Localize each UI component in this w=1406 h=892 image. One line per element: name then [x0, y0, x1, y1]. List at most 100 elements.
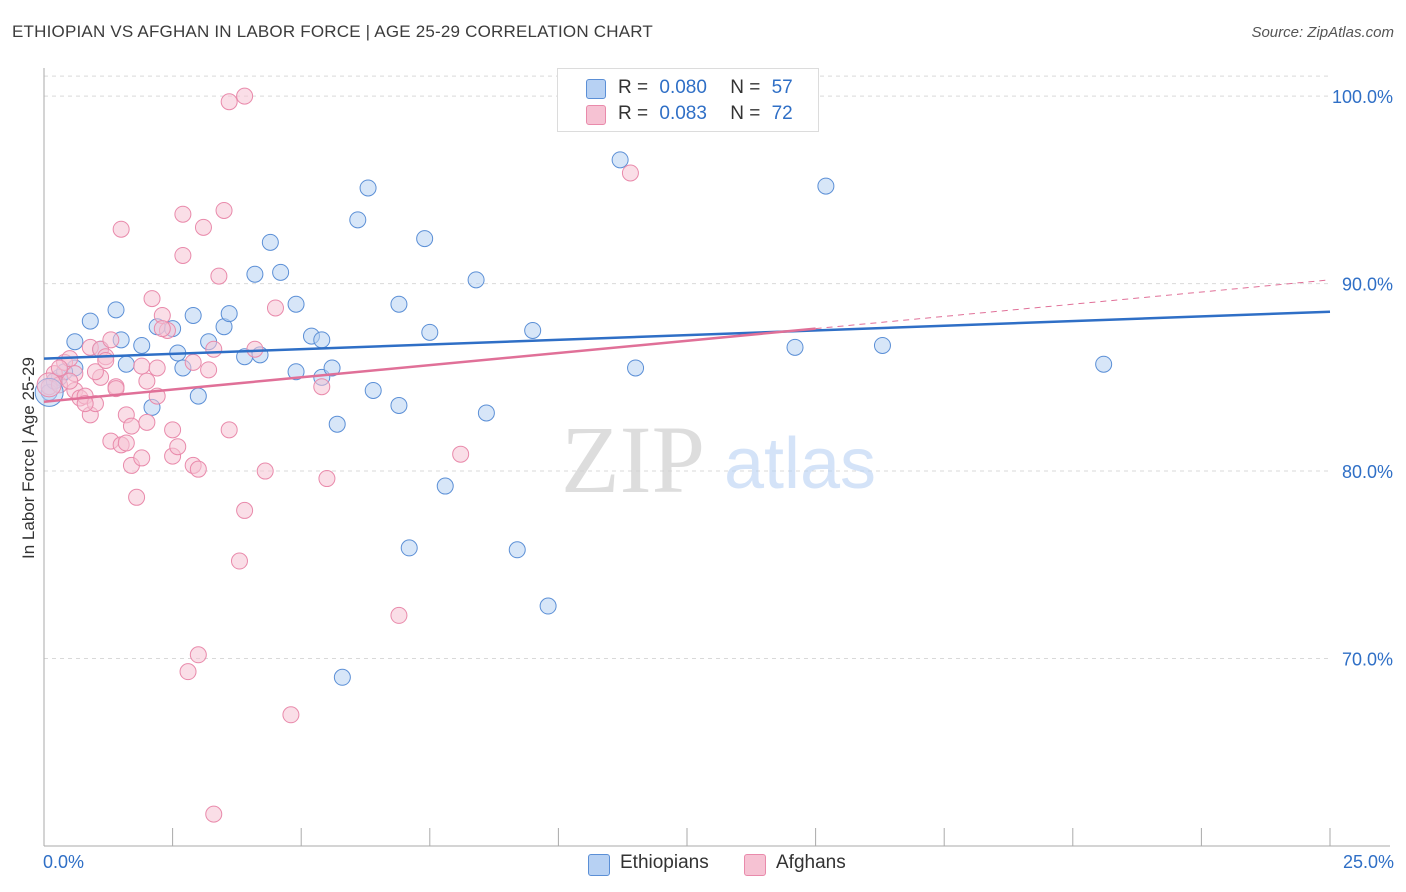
afghans-trend-line	[43, 327, 816, 403]
chart-title: ETHIOPIAN VS AFGHAN IN LABOR FORCE | AGE…	[12, 22, 654, 41]
watermark: ZIP atlas	[561, 406, 876, 513]
afghan-point	[122, 417, 140, 435]
gridlines	[44, 75, 1330, 660]
afghan-point	[205, 340, 223, 358]
afghan-point	[143, 290, 161, 308]
stats-legend: R = 0.080 N = 57 R = 0.083 N = 72	[557, 68, 819, 132]
ethiopian-point	[421, 323, 439, 341]
afghan-point	[236, 501, 254, 519]
ethiopian-point	[107, 301, 125, 319]
afghan-point	[174, 205, 192, 223]
afghan-point	[194, 218, 212, 236]
ethiopian-point	[436, 477, 454, 495]
ethiopian-point	[786, 338, 804, 356]
x-tick-label-max: 25.0%	[1342, 852, 1394, 872]
ethiopian-point	[817, 177, 835, 195]
ethiopian-point	[117, 355, 135, 373]
ethiopian-point	[261, 233, 279, 251]
afghan-point	[210, 267, 228, 285]
ethiopian-point	[364, 381, 382, 399]
afghan-point	[133, 357, 151, 375]
afghan-point	[174, 246, 192, 264]
ethiopian-point	[627, 359, 645, 377]
afghan-point	[61, 372, 79, 390]
ethiopian-point	[416, 230, 434, 248]
afghan-point	[220, 93, 238, 111]
afghan-point	[184, 353, 202, 371]
afghan-point	[112, 220, 130, 238]
n-label: N =	[730, 77, 761, 98]
ethiopian-point	[287, 295, 305, 313]
afghans-legend-swatch	[744, 854, 766, 876]
ethiopian-point	[1095, 355, 1113, 373]
y-tick-labels: 70.0% 80.0% 90.0% 100.0%	[1332, 87, 1393, 669]
ethiopian-point	[328, 415, 346, 433]
ethiopians-legend-label: Ethiopians	[620, 852, 709, 873]
ethiopian-point	[184, 306, 202, 324]
afghans-n-value: 72	[771, 103, 793, 124]
afghan-point	[621, 164, 639, 182]
y-axis-label: In Labor Force | Age 25-29	[19, 357, 38, 559]
ethiopian-point	[467, 271, 485, 289]
ethiopian-point	[133, 336, 151, 354]
watermark-zip: ZIP	[561, 406, 705, 513]
n-label: N =	[730, 103, 761, 124]
ethiopian-point	[508, 541, 526, 559]
afghan-point	[107, 380, 125, 398]
ethiopian-point	[359, 179, 377, 197]
afghan-point	[189, 460, 207, 478]
y-tick-label: 70.0%	[1342, 650, 1393, 670]
afghan-point	[153, 320, 171, 338]
ethiopian-point	[524, 321, 542, 339]
afghan-point	[390, 606, 408, 624]
ethiopian-point	[333, 668, 351, 686]
afghan-point	[164, 421, 182, 439]
afghan-point	[128, 488, 146, 506]
afghan-point	[138, 413, 156, 431]
y-tick-label: 100.0%	[1332, 87, 1393, 107]
afghan-point	[230, 552, 248, 570]
afghan-point	[200, 361, 218, 379]
afghan-point	[179, 663, 197, 681]
afghans-swatch	[586, 105, 606, 125]
r-label: R =	[618, 103, 649, 124]
ethiopian-point	[81, 312, 99, 330]
ethiopians-trend-line	[43, 310, 1331, 360]
ethiopian-point	[313, 331, 331, 349]
afghan-point	[50, 359, 68, 377]
afghans-trend-extension	[815, 279, 1331, 330]
ethiopians-n-value: 57	[771, 77, 793, 98]
afghan-point	[138, 372, 156, 390]
afghan-point	[318, 470, 336, 488]
ethiopians-r-value: 0.080	[659, 77, 707, 98]
afghan-point	[246, 340, 264, 358]
afghan-point	[266, 299, 284, 317]
data-points	[34, 87, 1113, 823]
afghan-point	[452, 445, 470, 463]
afghans-r-value: 0.083	[659, 103, 707, 124]
watermark-atlas: atlas	[724, 424, 876, 504]
afghan-point	[36, 372, 62, 398]
ethiopian-point	[873, 336, 891, 354]
ethiopians-swatch	[586, 79, 606, 99]
afghan-point	[215, 201, 233, 219]
afghan-point	[133, 449, 151, 467]
afghan-point	[220, 421, 238, 439]
ethiopian-point	[220, 305, 238, 323]
afghan-point	[86, 363, 104, 381]
ethiopian-point	[611, 151, 629, 169]
afghan-point	[236, 87, 254, 105]
ethiopian-point	[349, 211, 367, 229]
afghan-point	[117, 434, 135, 452]
ethiopian-point	[272, 263, 290, 281]
ethiopian-point	[246, 265, 264, 283]
ethiopian-point	[400, 539, 418, 557]
ethiopian-point	[390, 295, 408, 313]
ethiopian-point	[477, 404, 495, 422]
afghan-point	[76, 395, 94, 413]
ethiopian-point	[323, 359, 341, 377]
ethiopian-point	[66, 333, 84, 351]
afghan-point	[97, 351, 115, 369]
series-legend: Ethiopians Afghans	[0, 852, 1406, 878]
